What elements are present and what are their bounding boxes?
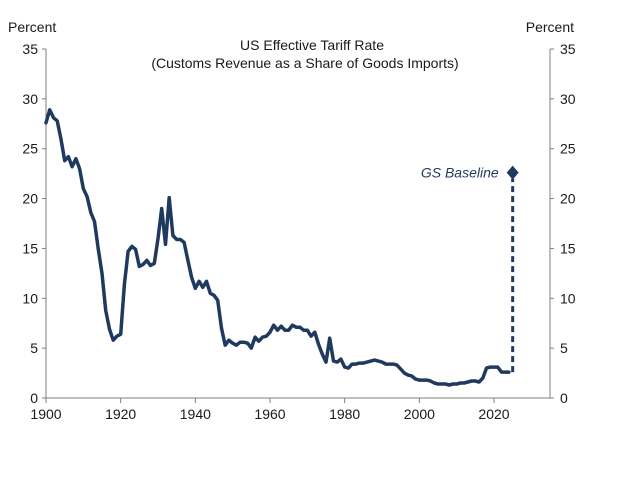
right-y-tick-label: 30 xyxy=(560,91,576,107)
left-y-tick-label: 25 xyxy=(22,141,38,157)
left-y-tick-label: 30 xyxy=(22,91,38,107)
right-axis-unit-label: Percent xyxy=(526,19,574,35)
right-y-tick-label: 15 xyxy=(560,240,576,256)
left-y-tick-label: 15 xyxy=(22,240,38,256)
chart-subtitle: (Customs Revenue as a Share of Goods Imp… xyxy=(151,55,458,71)
x-tick-label: 2000 xyxy=(404,406,435,422)
right-y-tick-label: 5 xyxy=(560,340,568,356)
x-tick-label: 1920 xyxy=(105,406,136,422)
left-y-tick-label: 5 xyxy=(30,340,38,356)
x-tick-label: 1960 xyxy=(254,406,285,422)
left-y-tick-label: 35 xyxy=(22,41,38,57)
right-y-tick-label: 0 xyxy=(560,390,568,406)
x-tick-label: 2020 xyxy=(478,406,509,422)
projection-layer xyxy=(506,165,519,373)
gs-baseline-label: GS Baseline xyxy=(421,165,499,181)
series-layer xyxy=(44,108,511,387)
right-y-tick-label: 10 xyxy=(560,290,576,306)
x-tick-label: 1980 xyxy=(329,406,360,422)
gs-baseline-marker xyxy=(506,165,519,180)
left-y-tick-label: 20 xyxy=(22,191,38,207)
chart-title: US Effective Tariff Rate xyxy=(240,37,384,53)
x-tick-label: 1940 xyxy=(180,406,211,422)
right-y-tick-label: 25 xyxy=(560,141,576,157)
right-y-tick-label: 20 xyxy=(560,191,576,207)
left-y-tick-label: 10 xyxy=(22,290,38,306)
tariff-rate-line xyxy=(44,108,511,387)
left-y-tick-label: 0 xyxy=(30,390,38,406)
left-axis-unit-label: Percent xyxy=(8,19,56,35)
x-tick-label: 1900 xyxy=(30,406,61,422)
right-y-tick-label: 35 xyxy=(560,41,576,57)
